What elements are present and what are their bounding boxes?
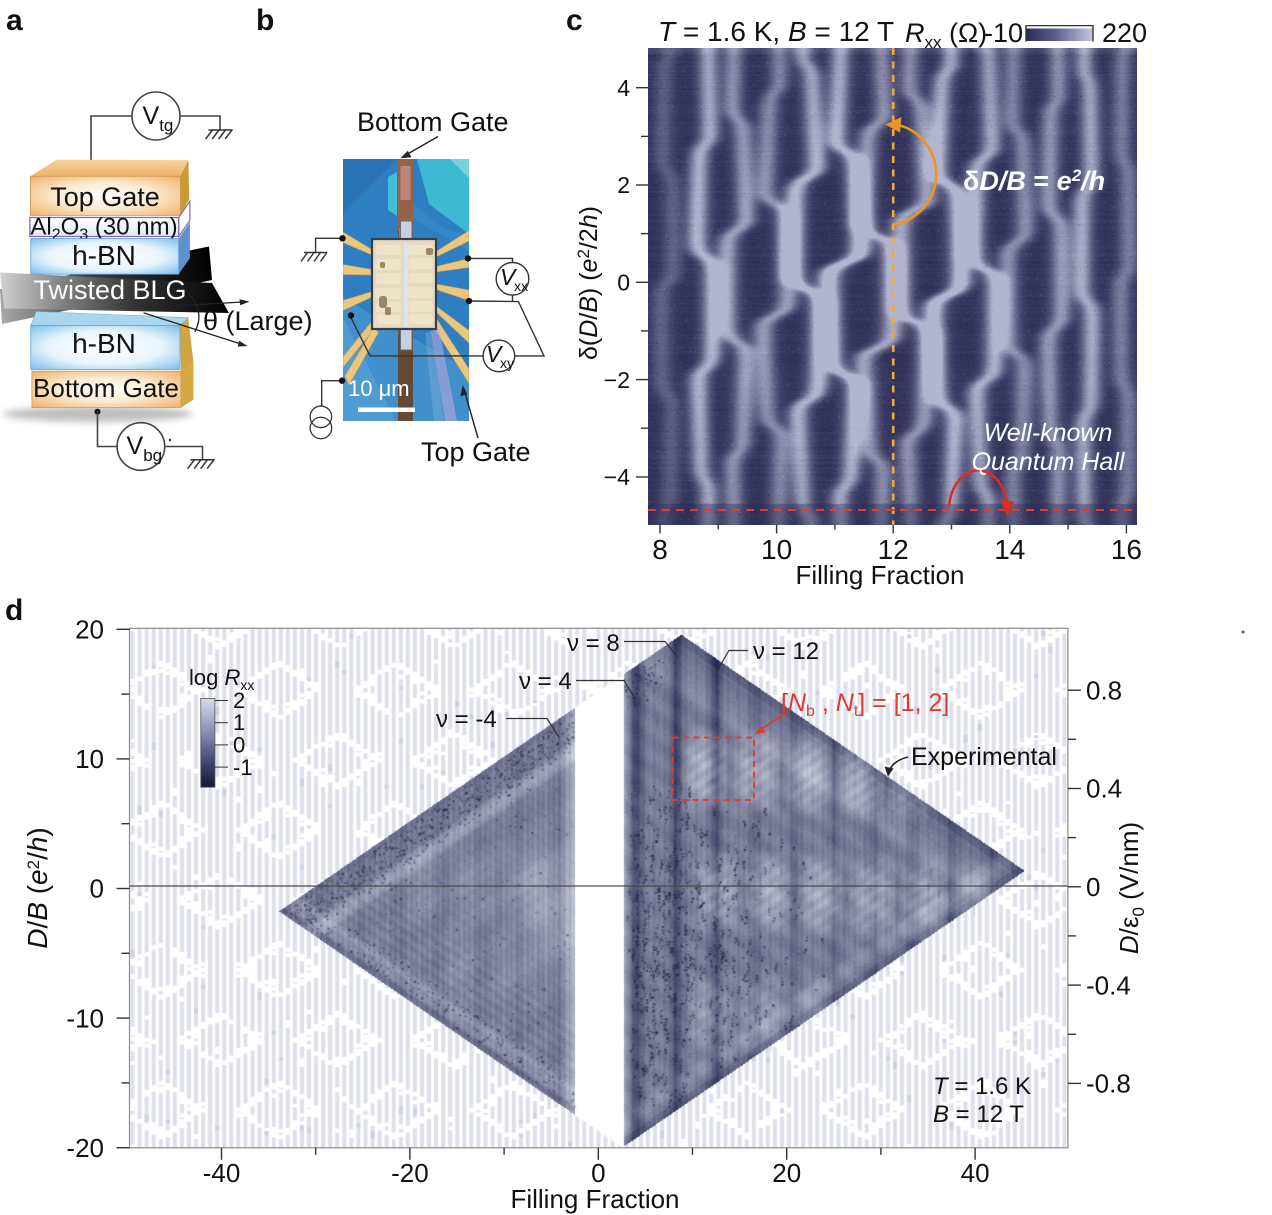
svg-text:0: 0 xyxy=(233,733,245,758)
svg-text:Experimental: Experimental xyxy=(911,743,1057,771)
svg-text:ν = 8: ν = 8 xyxy=(567,630,620,657)
svg-text:[Nb , Nt] = [1, 2]: [Nb , Nt] = [1, 2] xyxy=(781,689,949,720)
svg-text:Filling Fraction: Filling Fraction xyxy=(795,560,964,590)
svg-text:-0.8: -0.8 xyxy=(1086,1069,1131,1099)
svg-text:4: 4 xyxy=(617,75,630,101)
svg-text:c: c xyxy=(566,4,583,37)
svg-text:40: 40 xyxy=(961,1158,990,1188)
svg-text:8: 8 xyxy=(652,534,668,565)
svg-text:2: 2 xyxy=(233,688,245,713)
svg-text:14: 14 xyxy=(994,534,1025,565)
svg-text:Well-known: Well-known xyxy=(984,419,1113,447)
svg-text:20: 20 xyxy=(75,615,104,645)
svg-text:0.4: 0.4 xyxy=(1086,774,1122,804)
svg-text:0: 0 xyxy=(617,270,630,296)
svg-text:Twisted BLG: Twisted BLG xyxy=(33,275,186,305)
svg-text:2: 2 xyxy=(617,172,630,198)
svg-text:h-BN: h-BN xyxy=(72,328,136,359)
svg-text:Bottom Gate: Bottom Gate xyxy=(357,107,509,137)
svg-text:0.8: 0.8 xyxy=(1086,675,1122,705)
svg-text:θ (Large): θ (Large) xyxy=(203,306,313,336)
svg-text:0: 0 xyxy=(591,1158,605,1188)
svg-text:0: 0 xyxy=(1086,872,1100,902)
svg-text:-20: -20 xyxy=(391,1158,429,1188)
svg-text:-0.4: -0.4 xyxy=(1086,970,1131,1000)
svg-text:0: 0 xyxy=(90,874,104,904)
svg-text:-1: -1 xyxy=(233,755,253,780)
svg-text:a: a xyxy=(6,4,23,37)
svg-text:D/ε0 (V/nm): D/ε0 (V/nm) xyxy=(1114,822,1148,954)
svg-text:ν = 12: ν = 12 xyxy=(753,638,819,665)
svg-text:Top Gate: Top Gate xyxy=(421,437,531,467)
svg-text:Filling Fraction: Filling Fraction xyxy=(510,1184,679,1214)
svg-text:ν = -4: ν = -4 xyxy=(436,706,497,733)
svg-text:16: 16 xyxy=(1111,534,1142,565)
svg-text:-10: -10 xyxy=(66,1003,104,1033)
svg-text:δ(D/B) (e2/2h): δ(D/B) (e2/2h) xyxy=(574,206,603,360)
svg-text:V: V xyxy=(486,341,504,367)
svg-text:10: 10 xyxy=(75,744,104,774)
svg-text:−2: −2 xyxy=(604,367,630,393)
svg-text:Quantum Hall: Quantum Hall xyxy=(972,448,1126,476)
svg-text:b: b xyxy=(256,4,274,37)
svg-text:-20: -20 xyxy=(66,1133,104,1163)
svg-text:220: 220 xyxy=(1102,18,1147,48)
svg-text:20: 20 xyxy=(772,1158,801,1188)
svg-text:h-BN: h-BN xyxy=(72,240,136,271)
svg-text:D/B (e2/h): D/B (e2/h) xyxy=(22,827,53,949)
svg-text:V: V xyxy=(500,264,518,290)
svg-text:B = 12 T: B = 12 T xyxy=(933,1101,1024,1128)
svg-text:ν = 4: ν = 4 xyxy=(519,668,572,695)
svg-text:T = 1.6 K, B = 12 T: T = 1.6 K, B = 12 T xyxy=(658,16,894,47)
svg-text:1: 1 xyxy=(233,710,245,735)
svg-text:Bottom Gate: Bottom Gate xyxy=(33,373,179,403)
svg-text:δD/B = e2/h: δD/B = e2/h xyxy=(963,166,1105,196)
svg-text:Rxx (Ω): Rxx (Ω) xyxy=(905,18,987,52)
svg-text:-10: -10 xyxy=(984,18,1023,48)
svg-text:d: d xyxy=(5,594,23,627)
svg-text:-40: -40 xyxy=(203,1158,241,1188)
svg-text:10: 10 xyxy=(761,534,792,565)
svg-text:log Rxx: log Rxx xyxy=(189,665,254,693)
svg-text:xx: xx xyxy=(514,278,528,294)
svg-text:12: 12 xyxy=(878,534,909,565)
svg-text:−4: −4 xyxy=(604,464,630,490)
svg-text:Top Gate: Top Gate xyxy=(50,182,160,212)
svg-text:xy: xy xyxy=(500,355,514,371)
svg-text:10 μm: 10 μm xyxy=(348,376,410,401)
svg-text:T = 1.6 K: T = 1.6 K xyxy=(933,1073,1031,1100)
